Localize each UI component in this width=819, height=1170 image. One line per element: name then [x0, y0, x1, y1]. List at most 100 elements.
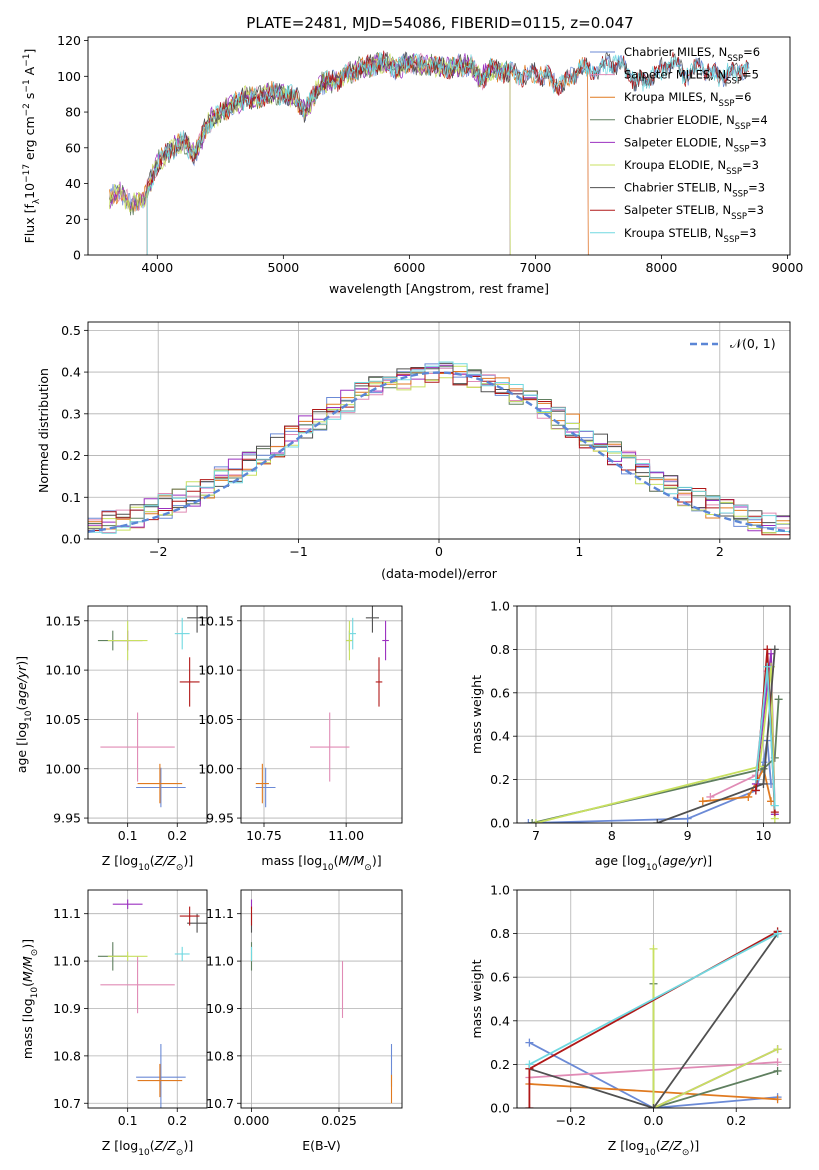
weight-marker-chabrier_elodie — [528, 819, 537, 823]
label-part: )] — [702, 853, 712, 868]
label-part: age/yr — [14, 665, 29, 706]
x-axis-label: age [log10(age/yr)] — [595, 853, 712, 873]
y-tick-label: 80 — [65, 105, 81, 120]
label-part: )] — [689, 1138, 699, 1153]
axes-EBV-vs-mass: 0.000 0.025 10.7 10.8 10.9 11.0 11.1 E(B-V) — [206, 889, 403, 1153]
label-part: Z [log — [102, 853, 138, 868]
spectrum-line-kroupa_miles — [109, 53, 589, 255]
legend-label-chabrier_elodie: Chabrier ELODIE, NSSP=4 — [624, 113, 768, 132]
label-part: )] — [372, 853, 382, 868]
spectrum-line-chabrier_stelib — [146, 51, 749, 255]
weight-marker-chabrier_miles — [524, 819, 533, 823]
y-tick-label: 11.0 — [206, 954, 234, 969]
label-part: mass weight — [469, 959, 484, 1038]
legend-val: =3 — [750, 135, 767, 149]
legend-sub: SSP — [734, 144, 750, 154]
y-tick-label: 0.4 — [61, 365, 81, 380]
label-part: 10 — [30, 987, 40, 999]
label-part: erg cm — [22, 116, 37, 164]
y-tick-label: 0.5 — [61, 323, 81, 338]
x-axis-label: E(B-V) — [302, 1138, 341, 1153]
x-tick-label: 10.75 — [246, 828, 282, 843]
plot-area — [255, 606, 389, 808]
weight-marker-kroupa_elodie — [773, 1045, 782, 1054]
x-tick-label: 4000 — [141, 260, 173, 275]
label-part: −1 — [22, 79, 32, 92]
axes-frame — [240, 889, 403, 1109]
x-tick-label: 0.1 — [118, 828, 138, 843]
label-part: ( — [657, 853, 662, 868]
label-part: 10 — [24, 710, 34, 722]
legend-label-kroupa_elodie: Kroupa ELODIE, NSSP=3 — [624, 158, 759, 177]
axes-Z-vs-mass: 0.1 0.210.710.810.911.011.1Z [log10(Z/Z⊙)… — [20, 889, 208, 1158]
y-axis-label: Normed distribution — [36, 368, 51, 493]
x-axis-label: Z [log10(Z/Z⊙)] — [102, 853, 193, 873]
x-tick-label: 5000 — [267, 260, 299, 275]
y-tick-label: 11.1 — [53, 906, 81, 921]
x-axis-label: mass [log10(M/M⊙)] — [261, 853, 381, 873]
x-tick-label: 0.025 — [321, 1113, 357, 1128]
y-tick-label: 10.15 — [198, 613, 234, 628]
axes-frame — [87, 889, 208, 1109]
axes-mass-vs-age: 10.75 11.00 9.95 10.00 10.05 10.10 10.15 mass [… — [198, 605, 403, 873]
label-part: wavelength [Angstrom, rest frame] — [329, 281, 549, 296]
legend-label-normal: 𝒩(0, 1) — [730, 336, 776, 351]
label-part: −1 — [22, 54, 32, 67]
legend-sub: SSP — [724, 235, 740, 245]
axes-frame — [516, 605, 791, 824]
label-part: ⊙ — [176, 1148, 184, 1158]
y-axis-label: mass [log10(M/M⊙)] — [20, 939, 40, 1059]
legend-text: Salpeter STELIB, N — [624, 203, 731, 217]
weight-marker-kroupa_miles — [698, 797, 707, 806]
plot-area — [88, 361, 790, 536]
weight-marker-salpeter_stelib — [763, 645, 772, 654]
legend-val: =3 — [747, 203, 764, 217]
label-part: Flux [f — [22, 204, 37, 244]
label-part: s — [22, 93, 37, 104]
axes-Z-vs-mass-weight: −0.2 0.0 0.2 0.0 0.2 0.4 0.6 0.8 1.0 Z [log10(Z/Z… — [469, 883, 791, 1158]
y-tick-label: 9.95 — [53, 811, 81, 826]
label-part: ( — [334, 853, 339, 868]
label-part: 10 — [138, 1148, 150, 1158]
x-tick-label: 0.2 — [167, 1113, 187, 1128]
label-part: ] — [22, 49, 37, 54]
x-tick-label: 11.00 — [328, 828, 364, 843]
x-tick-label: 0.2 — [726, 1113, 746, 1128]
label-part: Z [log — [608, 1138, 644, 1153]
legend-sub: SSP — [726, 167, 742, 177]
weight-line-chabrier_miles — [528, 1041, 778, 1108]
y-tick-label: 0.4 — [490, 729, 510, 744]
y-tick-label: 0.4 — [490, 1013, 510, 1028]
legend-val: =3 — [739, 226, 756, 240]
x-tick-label: −1 — [289, 544, 307, 559]
label-part: E(B-V) — [302, 1138, 341, 1153]
legend-text: Kroupa MILES, N — [624, 90, 719, 104]
figure-title: PLATE=2481, MJD=54086, FIBERID=0115, z=0… — [246, 14, 633, 32]
label-part: (data-model)/error — [381, 566, 498, 581]
label-part: 10 — [644, 1148, 656, 1158]
label-part: λ — [32, 198, 42, 204]
x-tick-label: 0.0 — [644, 1113, 664, 1128]
weight-marker-chabrier_stelib — [653, 819, 662, 823]
y-tick-label: 10.05 — [45, 712, 81, 727]
weight-line-kroupa_elodie — [535, 666, 776, 823]
weight-marker-kroupa_miles — [773, 1095, 782, 1104]
y-tick-label: 10.8 — [53, 1048, 81, 1063]
label-part: ( — [150, 853, 155, 868]
y-tick-label: 10.05 — [198, 712, 234, 727]
legend-val: =4 — [751, 113, 768, 127]
legend-val: =5 — [742, 68, 759, 82]
label-part: age/yr — [662, 853, 703, 868]
weight-marker-kroupa_stelib — [773, 929, 782, 938]
x-tick-label: 9000 — [772, 260, 804, 275]
y-tick-label: 10.7 — [53, 1096, 81, 1111]
x-axis-label: Z [log10(Z/Z⊙)] — [608, 1138, 699, 1158]
legend-sub: SSP — [735, 122, 751, 132]
y-axis-label: mass weight — [469, 675, 484, 754]
y-axis-label: mass weight — [469, 959, 484, 1038]
axes-frame — [87, 321, 791, 540]
y-tick-label: 0.2 — [490, 772, 510, 787]
y-tick-label: 120 — [57, 33, 81, 48]
